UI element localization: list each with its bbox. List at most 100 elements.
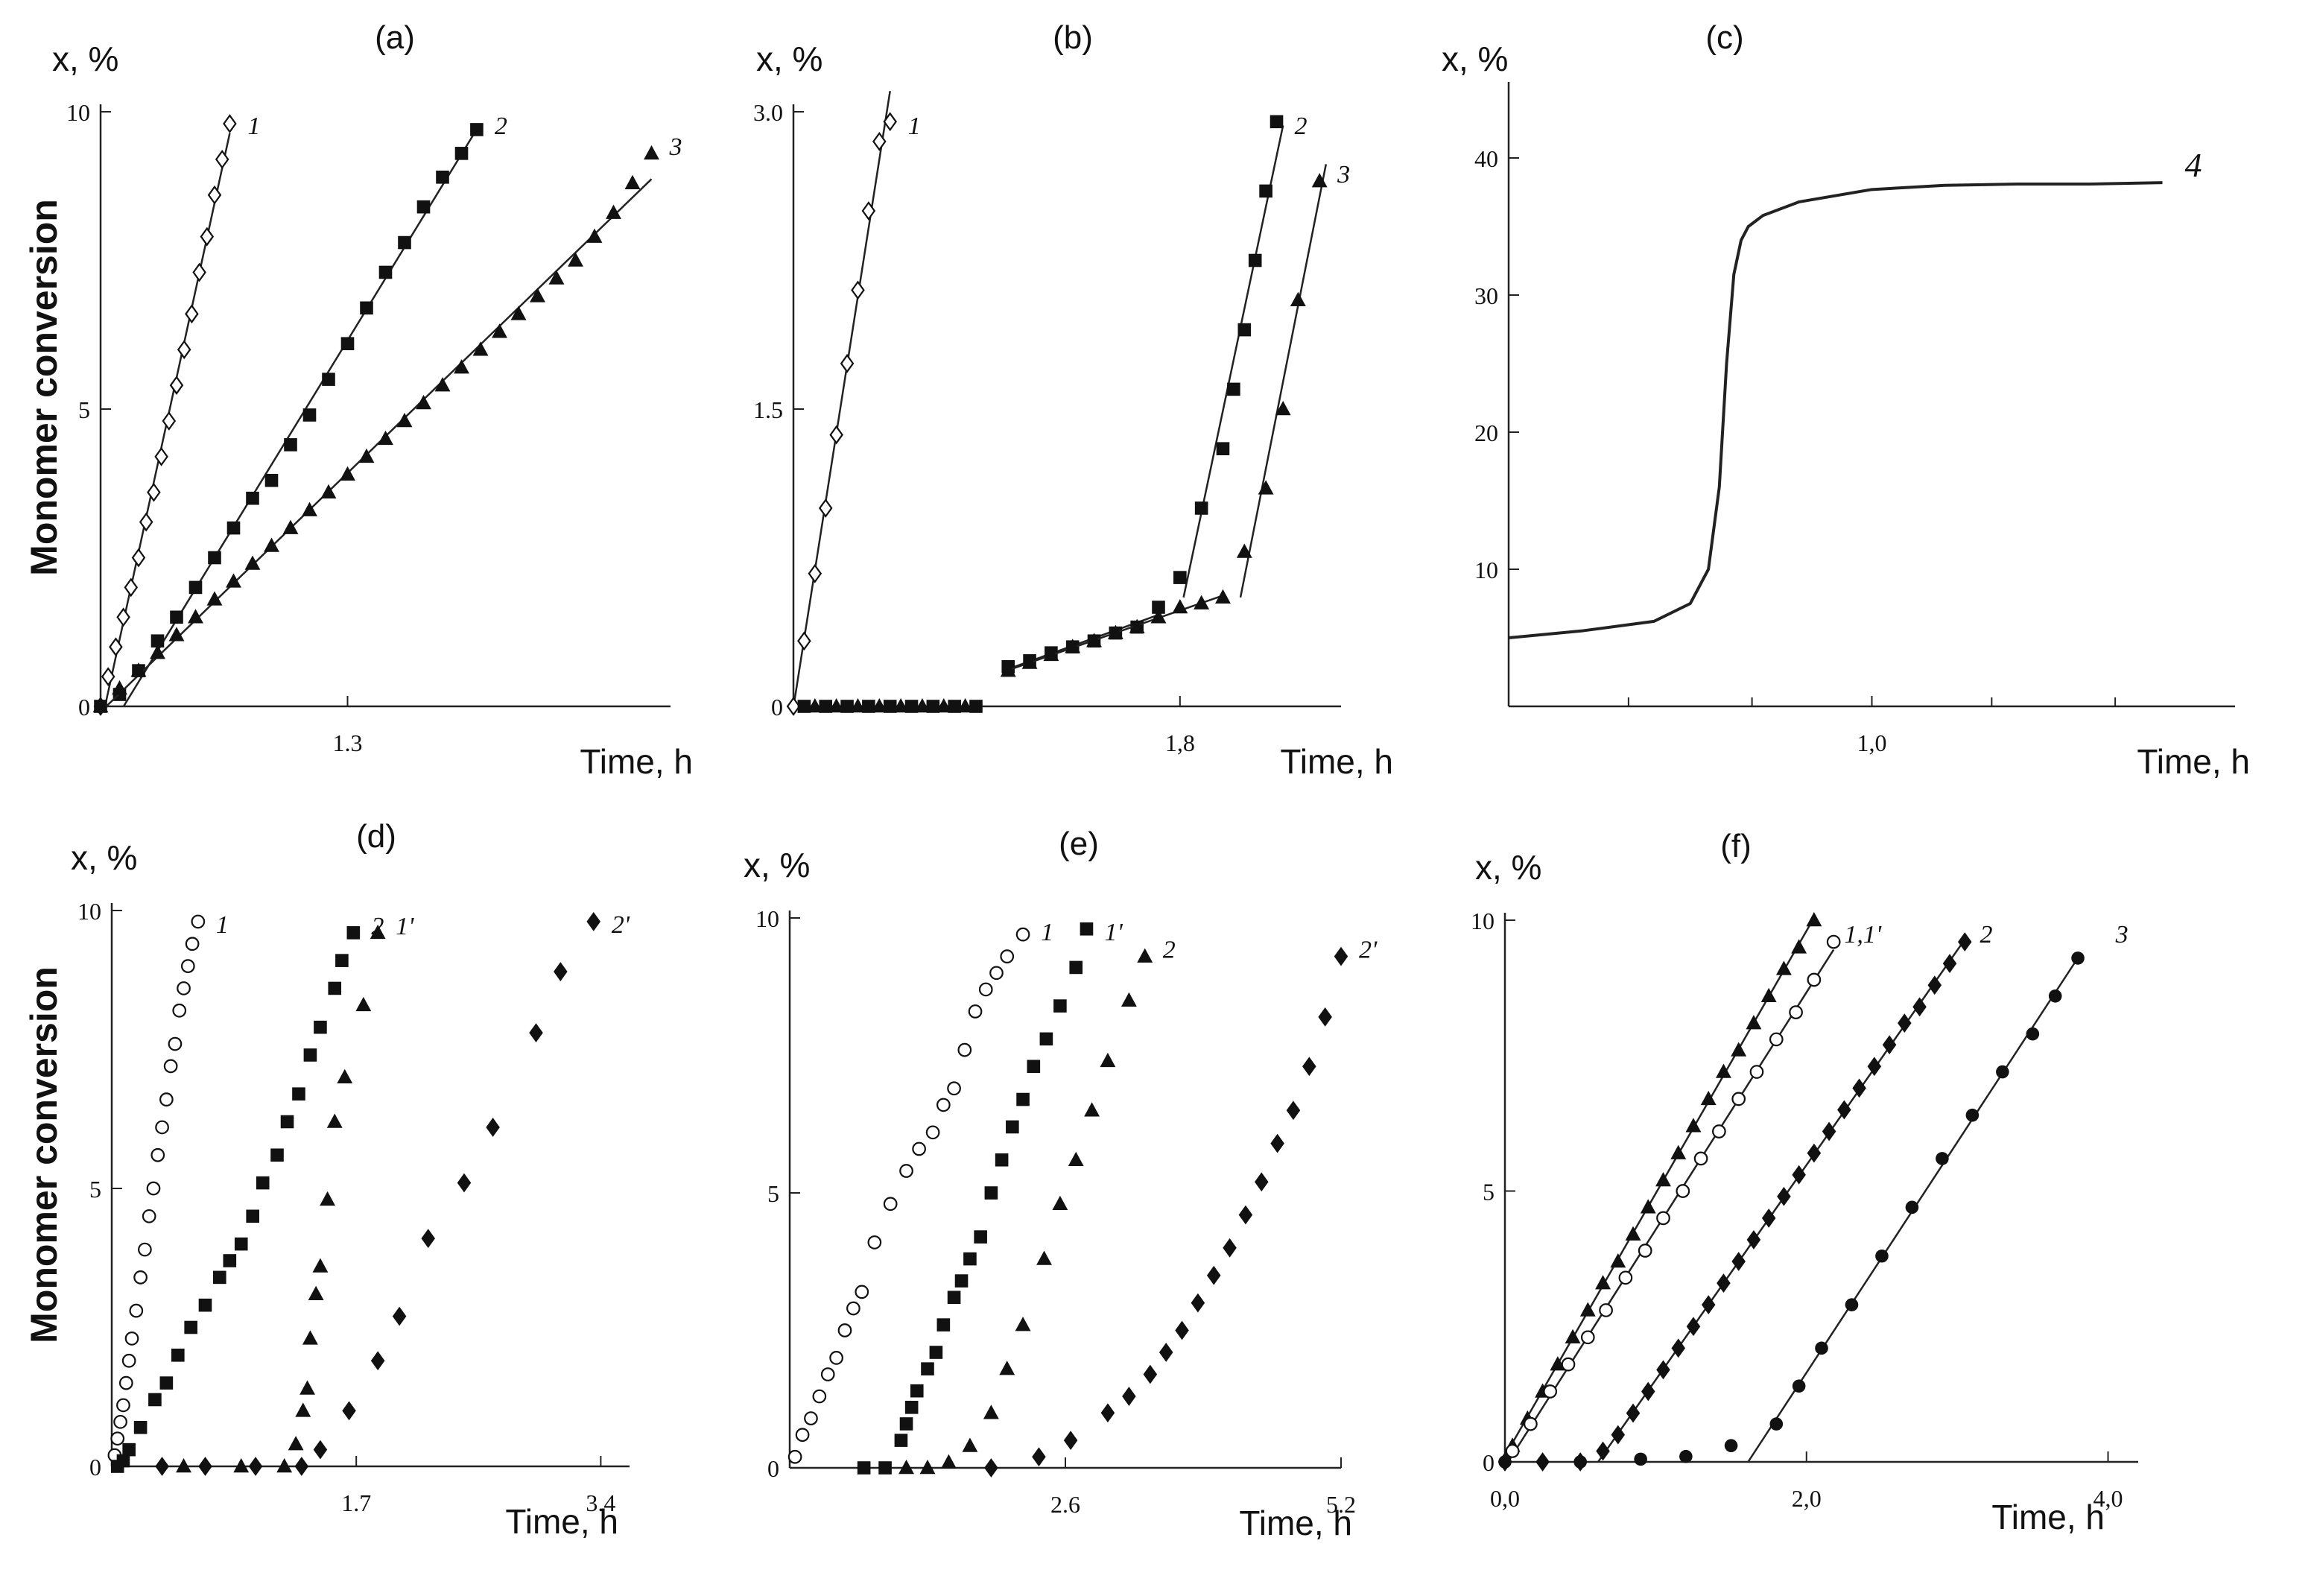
data-point — [248, 1457, 263, 1476]
data-point — [1150, 609, 1167, 624]
data-point — [171, 1349, 185, 1362]
data-point — [936, 1098, 951, 1112]
data-point — [1761, 1208, 1776, 1228]
y-tick-label: 20 — [1474, 419, 1498, 446]
data-point — [1137, 948, 1153, 963]
data-point — [109, 637, 123, 657]
data-point — [1806, 912, 1822, 927]
data-point — [421, 1229, 435, 1249]
x-axis-label: Time, h — [1991, 1498, 2105, 1536]
y-tick-label: 5 — [89, 1176, 101, 1203]
data-point — [370, 1351, 385, 1371]
y-tick-label: 0 — [771, 694, 783, 721]
y-tick-label: 5 — [767, 1180, 779, 1207]
data-point — [142, 1209, 156, 1223]
data-point — [328, 981, 342, 995]
data-point — [1021, 654, 1038, 669]
y-tick-label: 5 — [1483, 1179, 1495, 1206]
data-point — [1845, 1298, 1859, 1311]
data-point — [1318, 1007, 1332, 1027]
y-axis-label: x, % — [52, 39, 118, 78]
data-point — [1302, 1057, 1316, 1077]
data-point — [148, 1393, 162, 1407]
data-point — [92, 698, 109, 713]
series-label: 1 — [1041, 919, 1053, 946]
data-point — [1027, 1060, 1041, 1074]
data-point — [1638, 1244, 1652, 1258]
data-point — [1122, 1387, 1136, 1406]
data-point — [170, 610, 183, 624]
series-label: 1 — [216, 911, 229, 939]
data-point — [1792, 1379, 1806, 1393]
data-point — [198, 1457, 212, 1476]
data-point — [828, 698, 845, 713]
data-point — [1769, 1417, 1784, 1431]
data-point — [256, 1176, 270, 1190]
series-line — [1508, 181, 2163, 639]
data-point — [1641, 1381, 1655, 1402]
x-tick-label: 1.7 — [341, 1489, 371, 1516]
x-tick-label: 1.3 — [333, 729, 363, 756]
data-point — [131, 548, 146, 568]
data-point — [1905, 1200, 1919, 1215]
panel-label: (c) — [1705, 19, 1743, 56]
data-point — [162, 411, 177, 431]
y-tick-label: 0 — [1483, 1449, 1495, 1476]
data-point — [342, 1401, 356, 1421]
series-2p: 2' — [155, 911, 630, 1476]
series-1: 1 — [107, 911, 229, 1463]
data-point — [133, 1420, 148, 1434]
data-point — [1505, 1444, 1520, 1458]
y-axis-label: x, % — [756, 39, 822, 78]
data-point — [586, 912, 601, 931]
data-point — [554, 962, 568, 981]
data-point — [1032, 1447, 1046, 1467]
y-tick-label: 3.0 — [753, 99, 783, 126]
y-tick-label: 10 — [755, 905, 779, 932]
data-point — [138, 1242, 152, 1257]
data-point — [295, 1402, 311, 1417]
data-point — [101, 667, 115, 686]
data-point — [840, 700, 854, 713]
data-point — [1216, 442, 1230, 455]
data-point — [303, 1048, 317, 1062]
data-point — [910, 1384, 924, 1398]
data-point — [1807, 1143, 1822, 1163]
data-point — [1524, 1416, 1538, 1431]
data-point — [1063, 1431, 1078, 1450]
data-point — [396, 412, 413, 428]
data-point — [1807, 972, 1822, 987]
data-point — [299, 1380, 316, 1395]
data-point — [855, 1285, 869, 1299]
data-point — [606, 204, 621, 219]
data-point — [121, 1353, 136, 1368]
fit-line — [105, 178, 653, 707]
data-point — [1822, 1121, 1836, 1141]
data-point — [883, 1197, 898, 1212]
data-point — [947, 1291, 961, 1305]
panel-c: (c) x, % Time, h 10 20 30 40 1,0 4 — [1442, 19, 2250, 781]
data-point — [1775, 960, 1792, 975]
y-tick-label: 0 — [78, 694, 90, 721]
data-point — [234, 1237, 248, 1251]
data-point — [1712, 1124, 1726, 1139]
data-point — [150, 1147, 165, 1162]
data-point — [851, 280, 865, 300]
data-point — [223, 1254, 237, 1267]
data-point — [168, 1036, 183, 1051]
fit-line — [1507, 949, 1835, 1463]
data-point — [1053, 999, 1067, 1013]
data-point — [529, 1023, 543, 1043]
data-point — [1731, 1252, 1746, 1271]
data-point — [893, 698, 909, 713]
data-point — [212, 1270, 226, 1285]
data-point — [1068, 1151, 1084, 1166]
data-point — [819, 700, 833, 713]
data-point — [948, 700, 961, 713]
y-axis-label: x, % — [71, 838, 137, 877]
data-point — [146, 1181, 161, 1196]
data-point — [846, 1301, 860, 1316]
series-1: 1 — [787, 919, 1053, 1464]
data-point — [154, 446, 168, 466]
series-3: 3 — [92, 133, 682, 713]
